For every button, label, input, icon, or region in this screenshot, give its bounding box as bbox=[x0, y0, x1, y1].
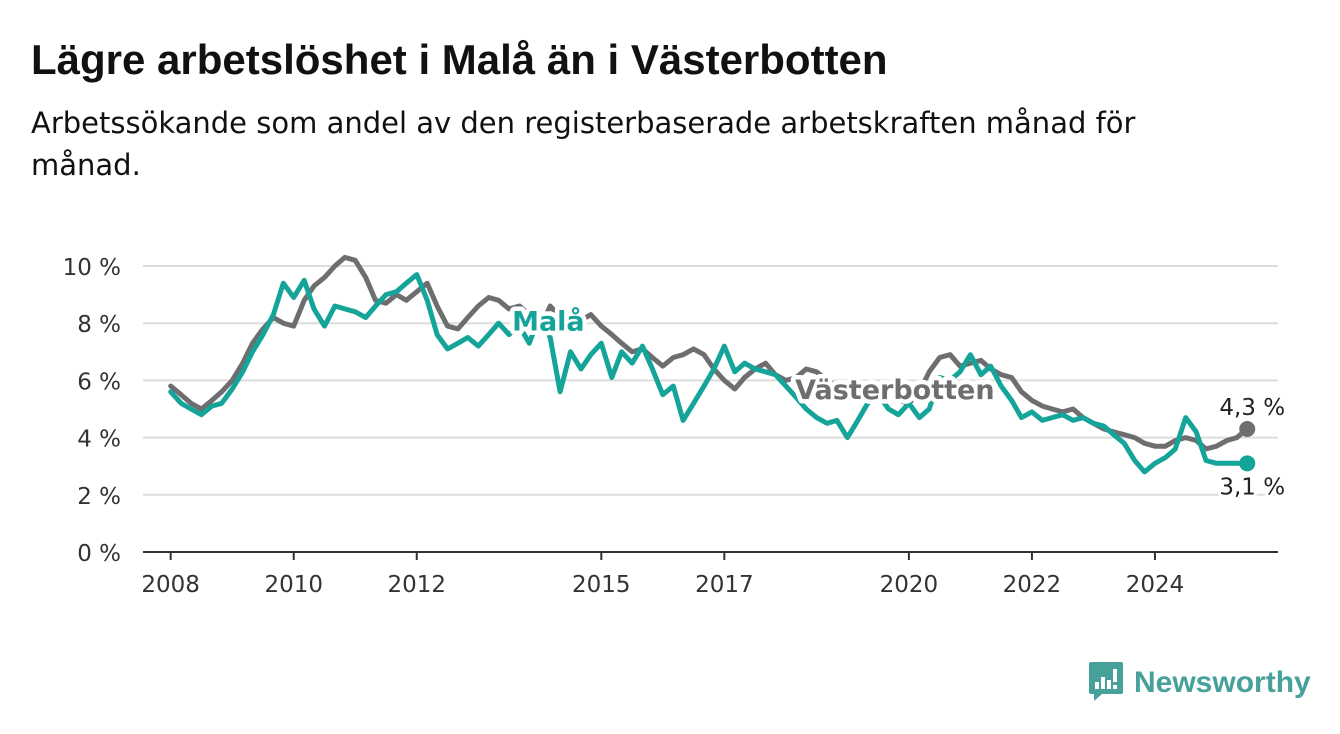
x-tick-label: 2024 bbox=[1126, 572, 1185, 598]
y-tick-label: 8 % bbox=[77, 312, 121, 338]
x-tick-label: 2012 bbox=[387, 572, 446, 598]
series-label-mala: Malå bbox=[512, 305, 585, 337]
newsworthy-brand: Newsworthy bbox=[1088, 660, 1311, 706]
end-point-marker bbox=[1239, 421, 1256, 438]
series-line-v-sterbotten bbox=[168, 254, 1250, 452]
series-lines bbox=[168, 254, 1250, 475]
x-tick-label: 2010 bbox=[264, 572, 323, 598]
y-tick-label: 10 % bbox=[63, 255, 121, 281]
series-label-vasterbotten-halo: Västerbotten bbox=[795, 375, 994, 406]
y-axis: 0 % 2 % 4 % 6 % 8 % 10 % bbox=[63, 255, 121, 567]
series-label-vasterbotten: Västerbotten bbox=[795, 375, 994, 406]
brand-name: Newsworthy bbox=[1134, 666, 1311, 699]
x-tick-label: 2017 bbox=[695, 572, 754, 598]
end-value-label-halo: 3,1 % bbox=[1219, 474, 1285, 500]
x-tick-label: 2022 bbox=[1003, 572, 1062, 598]
x-tick-label: 2020 bbox=[880, 572, 939, 598]
x-axis: 2008 2010 2012 2015 2017 2020 2022 2024 bbox=[141, 551, 1278, 598]
y-tick-label: 6 % bbox=[77, 369, 121, 395]
chart-title: Lägre arbetslöshet i Malå än i Västerbot… bbox=[31, 36, 888, 83]
end-value-label: 3,1 % bbox=[1219, 474, 1285, 500]
end-value-label-halo: 4,3 % bbox=[1219, 395, 1285, 421]
series-label-mala-halo: Malå bbox=[512, 305, 585, 337]
y-tick-label: 2 % bbox=[77, 484, 121, 510]
end-point-marker bbox=[1239, 455, 1256, 472]
y-tick-label: 0 % bbox=[77, 541, 121, 567]
end-value-label: 4,3 % bbox=[1219, 395, 1285, 421]
chart-subtitle: Arbetssökande som andel av den registerb… bbox=[31, 106, 1136, 182]
series-line-mal- bbox=[168, 272, 1250, 475]
y-tick-label: 4 % bbox=[77, 427, 121, 453]
x-tick-label: 2008 bbox=[141, 572, 200, 598]
x-tick-label: 2015 bbox=[572, 572, 631, 598]
newsworthy-logo-icon bbox=[1088, 660, 1124, 706]
